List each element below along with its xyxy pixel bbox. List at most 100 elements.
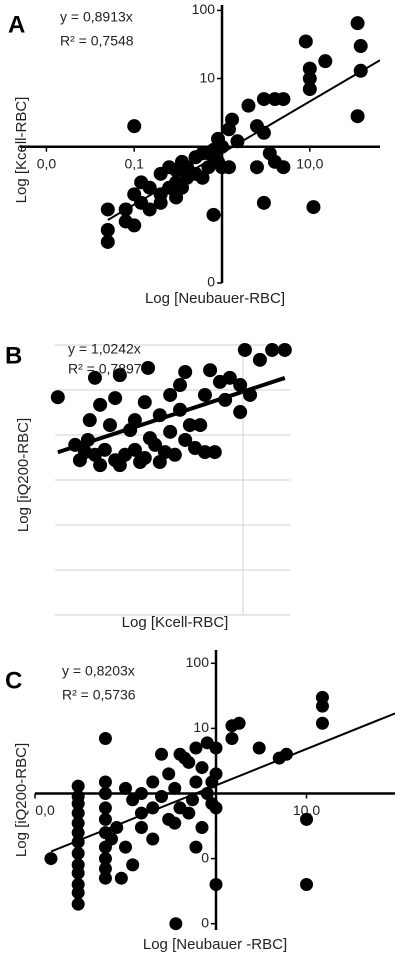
point	[353, 39, 368, 54]
point	[195, 821, 209, 835]
point	[200, 786, 214, 800]
panel-letter: A	[8, 11, 25, 38]
point	[71, 846, 85, 860]
point	[195, 761, 209, 775]
point	[155, 747, 169, 761]
point	[279, 747, 293, 761]
point	[100, 234, 115, 249]
point	[276, 92, 291, 107]
r-squared: R² = 0,7897	[68, 361, 142, 377]
point	[189, 840, 203, 854]
point	[142, 431, 157, 446]
point	[119, 781, 133, 795]
point	[350, 16, 365, 31]
point	[195, 170, 210, 185]
point	[82, 413, 97, 428]
point	[119, 840, 133, 854]
point	[300, 877, 314, 891]
equation: y = 1,0242x	[68, 341, 141, 357]
point	[215, 139, 230, 154]
x-axis-title: Log [Neubauer-RBC]	[145, 290, 285, 307]
point	[141, 360, 156, 375]
point	[222, 370, 237, 385]
point	[178, 751, 192, 765]
x-axis-title: Log [Neubauer -RBC]	[143, 936, 287, 953]
point	[256, 195, 271, 210]
point	[97, 442, 112, 457]
point	[72, 453, 87, 468]
x-tick-label: 10,0	[293, 802, 320, 818]
point	[167, 447, 182, 462]
y-tick-label: 0	[201, 849, 209, 865]
point	[169, 917, 183, 931]
point	[112, 368, 127, 383]
point	[302, 71, 317, 86]
point	[315, 699, 329, 713]
point	[178, 432, 193, 447]
point	[98, 812, 112, 826]
y-tick-label: 10	[199, 69, 215, 85]
point	[168, 816, 182, 830]
point	[98, 862, 112, 876]
point	[173, 402, 188, 417]
r-squared: R² = 0,5736	[62, 687, 136, 703]
equation: y = 0,8203x	[62, 663, 135, 679]
point	[256, 125, 271, 140]
point	[197, 387, 212, 402]
point	[153, 195, 168, 210]
point	[252, 352, 267, 367]
point	[173, 378, 188, 393]
point	[134, 786, 148, 800]
point	[100, 222, 115, 237]
point	[221, 122, 236, 137]
point	[209, 741, 223, 755]
point	[71, 779, 85, 793]
point	[233, 405, 248, 420]
point	[71, 866, 85, 880]
point	[50, 390, 65, 405]
panel-letter: B	[5, 342, 22, 369]
point	[146, 775, 160, 789]
r-squared: R² = 0,7548	[60, 33, 134, 49]
point	[302, 82, 317, 97]
point	[98, 852, 112, 866]
point	[197, 445, 212, 460]
point	[98, 731, 112, 745]
point	[182, 806, 196, 820]
point	[93, 397, 108, 412]
point	[353, 63, 368, 78]
point	[98, 871, 112, 885]
point	[174, 180, 189, 195]
point	[209, 767, 223, 781]
point	[100, 202, 115, 217]
point	[155, 789, 169, 803]
point	[71, 816, 85, 830]
point	[98, 775, 112, 789]
point	[193, 418, 208, 433]
point	[195, 146, 210, 161]
point	[277, 342, 292, 357]
point	[87, 370, 102, 385]
point	[243, 387, 258, 402]
point	[80, 432, 95, 447]
point	[206, 207, 221, 222]
x-tick-label: 0,0	[35, 802, 55, 818]
point	[134, 175, 149, 190]
point	[71, 826, 85, 840]
y-axis-title: Log [iQ200-RBC]	[15, 418, 32, 532]
point	[146, 832, 160, 846]
point	[241, 98, 256, 113]
point	[114, 871, 128, 885]
point	[237, 342, 252, 357]
y-tick-label: 100	[186, 654, 210, 670]
point	[298, 34, 313, 49]
point	[221, 160, 236, 175]
point	[162, 767, 176, 781]
point	[123, 423, 138, 438]
point	[209, 877, 223, 891]
point	[134, 821, 148, 835]
